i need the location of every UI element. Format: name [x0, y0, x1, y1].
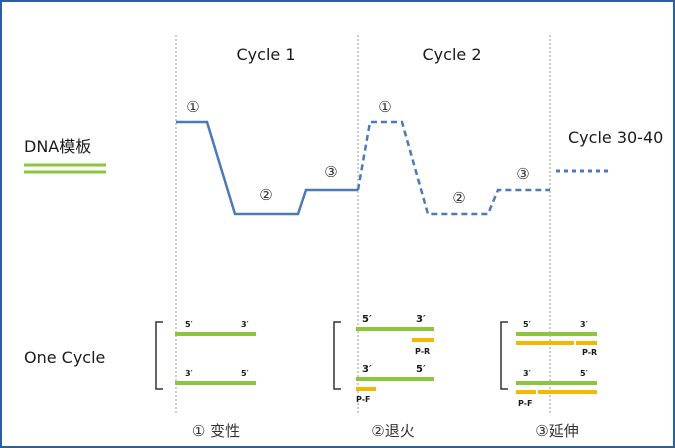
cycle-2-label: Cycle 2	[423, 45, 482, 64]
cycle-2-step-3-marker: ③	[516, 165, 529, 183]
extend-top-3-end: 3′	[580, 320, 588, 329]
caption-denature: ① 变性	[192, 422, 240, 440]
cycle-1-step-2-marker: ②	[259, 186, 272, 204]
cycle-1-temperature-profile	[176, 120, 358, 216]
anneal-top-5-end: 5′	[362, 314, 372, 325]
cycle-2-step-1-marker: ①	[378, 98, 391, 116]
anneal-bottom-5-end: 5′	[416, 364, 426, 375]
cycle-1-label: Cycle 1	[237, 45, 296, 64]
bracket-extend	[500, 321, 508, 390]
anneal-reverse-primer-label: P-R	[415, 347, 430, 356]
denature-bottom-3-end: 3′	[185, 369, 193, 378]
extend-reverse-primer-label: P-R	[582, 348, 597, 357]
extend-bottom-5-end: 5′	[580, 369, 588, 378]
caption-anneal: ②退火	[371, 422, 414, 440]
cycle-30-40-label: Cycle 30-40	[568, 128, 663, 147]
anneal-top-3-end: 3′	[416, 314, 426, 325]
extend-bottom-3-end: 3′	[523, 369, 531, 378]
cycle-1-step-1-marker: ①	[186, 98, 199, 116]
extend-forward-primer-label: P-F	[518, 399, 533, 408]
anneal-forward-primer-label: P-F	[356, 395, 371, 404]
cycle-2-step-2-marker: ②	[452, 189, 465, 207]
one-cycle-label: One Cycle	[24, 348, 105, 367]
bracket-denature	[155, 321, 163, 390]
anneal-bottom-3-end: 3′	[362, 364, 372, 375]
cycle-2-temperature-profile	[356, 120, 550, 216]
cycle-1-step-3-marker: ③	[324, 163, 337, 181]
denature-bottom-5-end: 5′	[241, 369, 249, 378]
denature-top-3-end: 3′	[241, 320, 249, 329]
caption-extend: ③延伸	[535, 422, 578, 440]
extend-top-5-end: 5′	[523, 320, 531, 329]
dna-template-label: DNA模板	[24, 137, 91, 156]
denature-top-5-end: 5′	[185, 320, 193, 329]
bracket-anneal	[333, 321, 341, 390]
